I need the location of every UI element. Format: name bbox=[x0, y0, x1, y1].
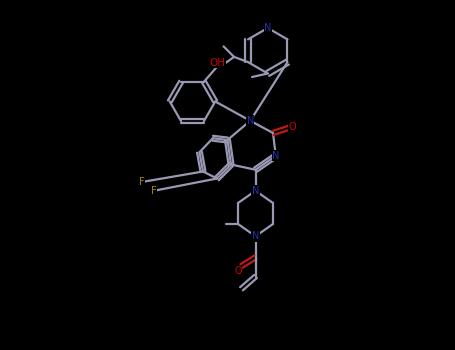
Text: F: F bbox=[139, 177, 145, 187]
Text: O: O bbox=[234, 266, 242, 276]
Text: N: N bbox=[272, 151, 279, 161]
Text: N: N bbox=[264, 23, 272, 33]
Text: F: F bbox=[151, 186, 157, 196]
Text: O: O bbox=[288, 122, 296, 132]
Text: N: N bbox=[252, 186, 259, 196]
Text: N: N bbox=[252, 231, 259, 241]
Text: OH: OH bbox=[210, 57, 226, 68]
Text: N: N bbox=[247, 116, 254, 126]
